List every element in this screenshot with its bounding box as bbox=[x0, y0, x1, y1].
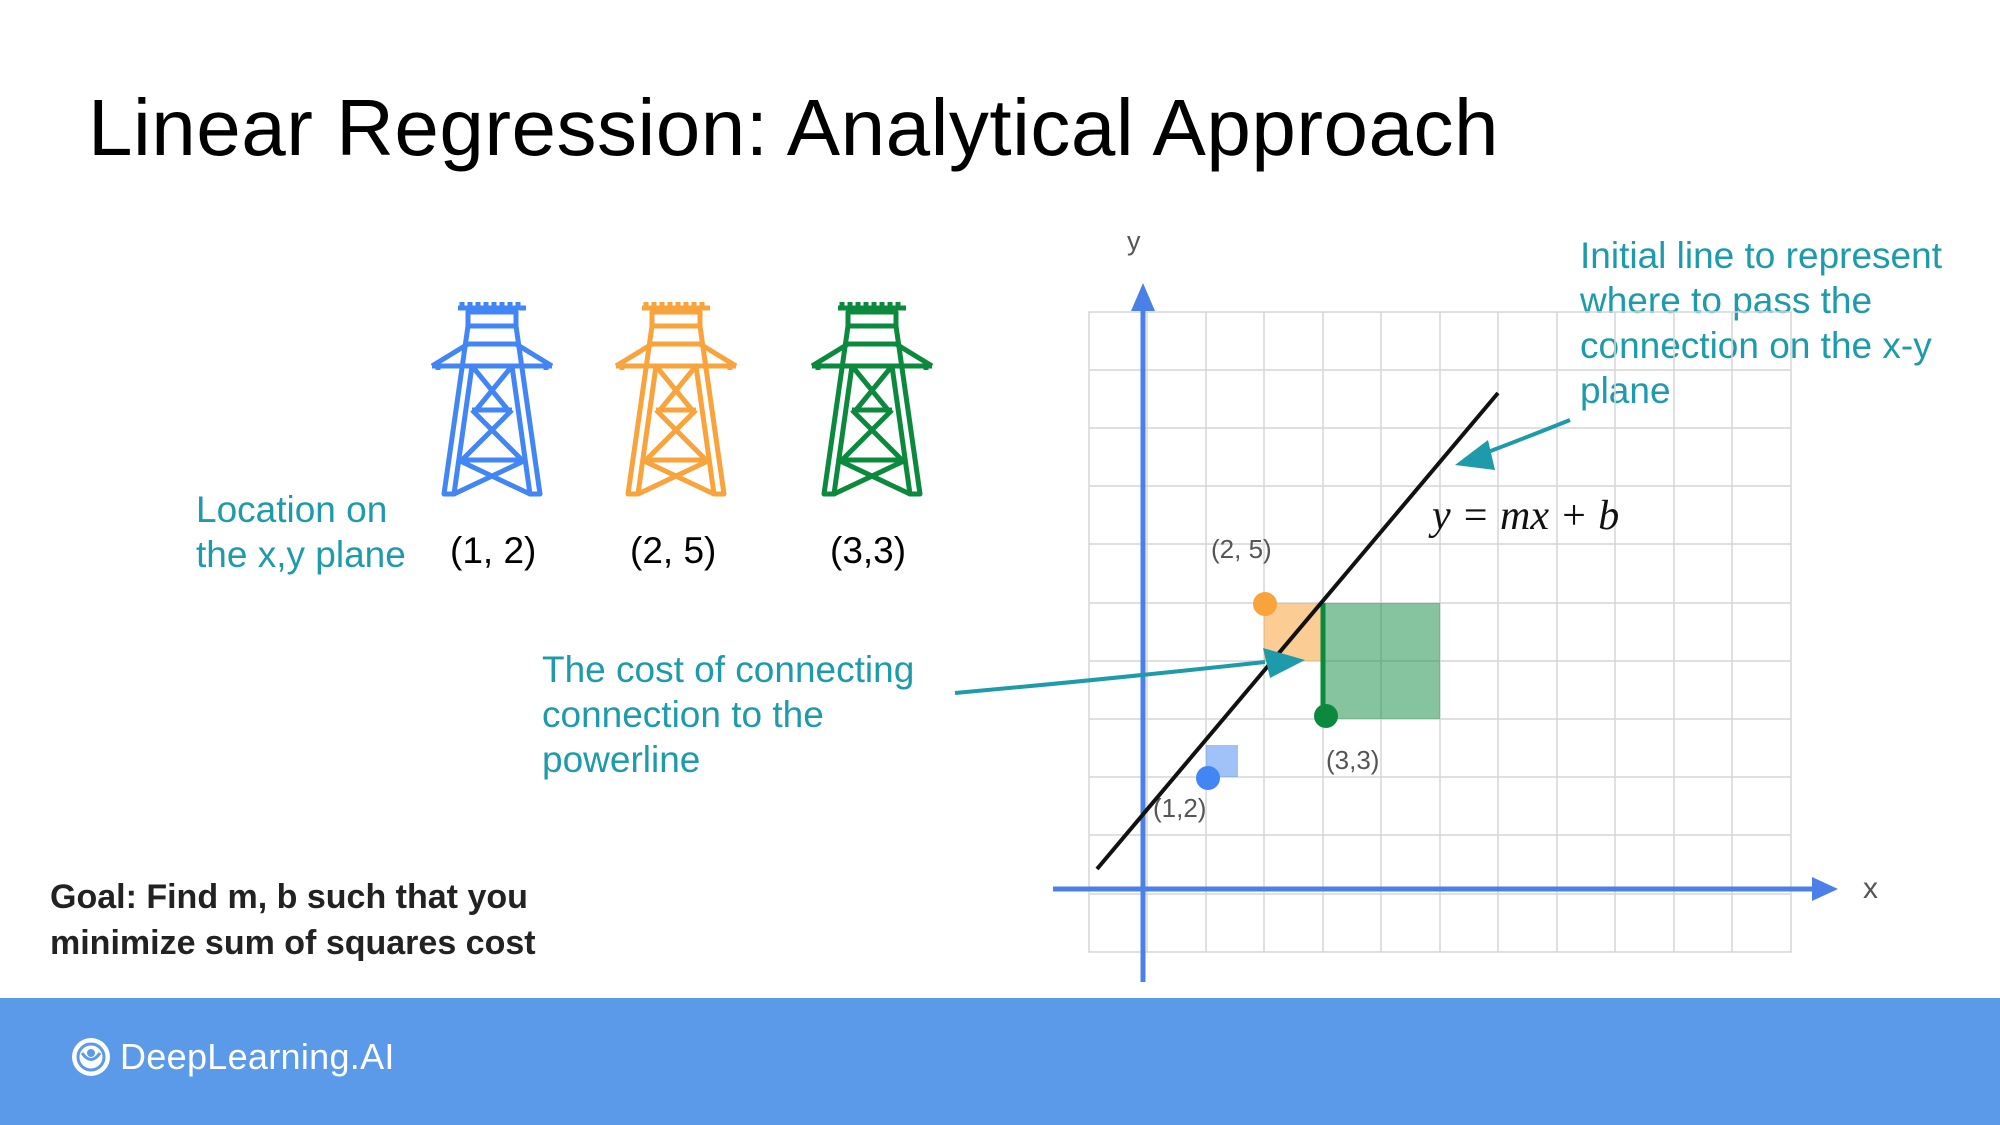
y-axis-label: y bbox=[1127, 226, 1141, 256]
cost-arrow-head bbox=[1263, 648, 1305, 678]
cost-square-green bbox=[1323, 603, 1440, 719]
orange-tower-icon bbox=[614, 302, 738, 497]
blue-tower-icon bbox=[430, 302, 554, 497]
regression-graph bbox=[954, 283, 1838, 982]
cost-label-line-1: The cost of connecting bbox=[542, 649, 915, 690]
initial-line-label-line-2: where to pass the bbox=[1580, 280, 1873, 321]
cost-label-line-2: connection to the bbox=[542, 694, 824, 735]
point-orange bbox=[1253, 592, 1277, 616]
location-label: Location on the x,y plane bbox=[196, 487, 406, 577]
point-green bbox=[1314, 704, 1338, 728]
cost-arrow bbox=[954, 660, 1266, 695]
initial-line-label-line-3: connection on the x-y bbox=[1580, 325, 1932, 366]
deeplearning-logo-icon bbox=[72, 1038, 110, 1076]
brand: DeepLearning.AI bbox=[70, 1036, 395, 1078]
initial-line-arrow-head bbox=[1455, 440, 1495, 470]
cost-label-line-3: powerline bbox=[542, 739, 701, 780]
initial-line-label: Initial line to represent where to pass … bbox=[1580, 233, 1942, 413]
location-label-line-1: Location on bbox=[196, 489, 388, 530]
goal-text: Goal: Find m, b such that you minimize s… bbox=[50, 874, 536, 966]
goal-line-1: Goal: Find m, b such that you bbox=[50, 878, 528, 916]
goal-line-2: minimize sum of squares cost bbox=[50, 924, 536, 962]
page-title: Linear Regression: Analytical Approach bbox=[88, 83, 1499, 172]
y-axis bbox=[1131, 283, 1155, 982]
x-axis bbox=[1053, 877, 1838, 901]
brand-name: DeepLearning.AI bbox=[120, 1036, 395, 1077]
cost-label: The cost of connecting connection to the… bbox=[542, 647, 914, 782]
point-label-green: (3,3) bbox=[1326, 745, 1380, 775]
point-blue bbox=[1196, 766, 1220, 790]
tower-coord-1: (1, 2) bbox=[450, 530, 537, 571]
regression-line bbox=[1095, 391, 1500, 871]
location-label-line-2: the x,y plane bbox=[196, 534, 406, 575]
green-tower-icon bbox=[810, 302, 934, 497]
point-label-orange: (2, 5) bbox=[1211, 534, 1272, 564]
initial-line-label-line-1: Initial line to represent bbox=[1580, 235, 1942, 276]
tower-coord-2: (2, 5) bbox=[630, 530, 717, 571]
footer-bar: DeepLearning.AI bbox=[0, 998, 2000, 1125]
x-axis-label: x bbox=[1863, 872, 1878, 905]
initial-line-label-line-4: plane bbox=[1580, 370, 1671, 411]
equation: y = mx + b bbox=[1432, 493, 1620, 539]
tower-coord-3: (3,3) bbox=[830, 530, 907, 571]
point-label-blue: (1,2) bbox=[1153, 793, 1207, 823]
